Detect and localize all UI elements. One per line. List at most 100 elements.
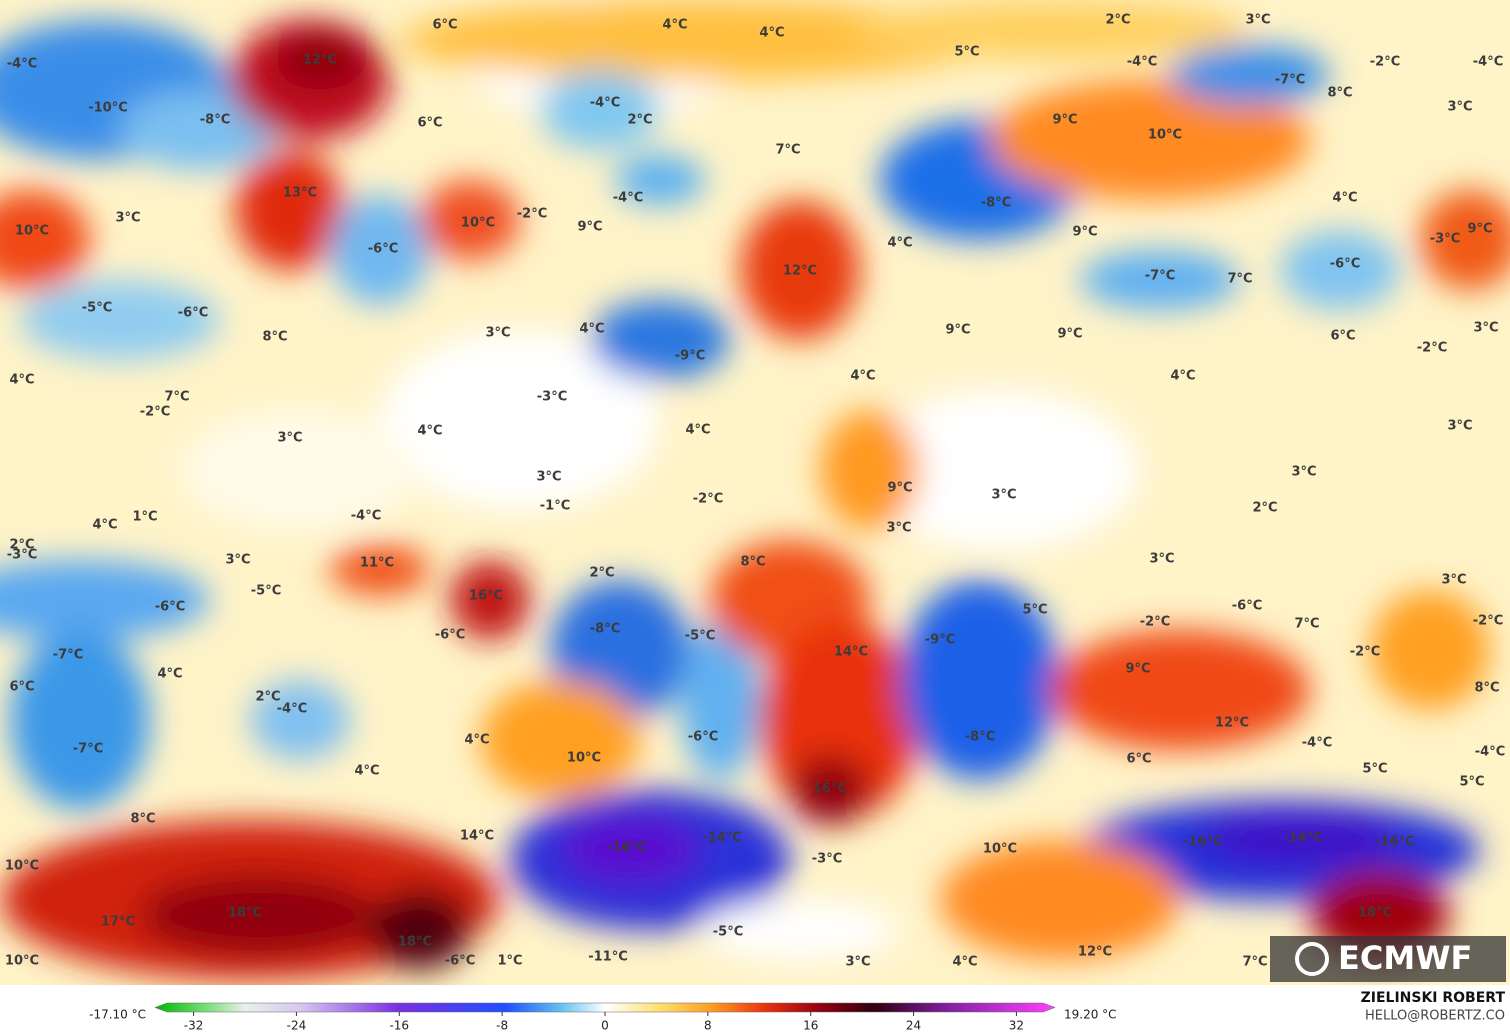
temperature-label: 4°C xyxy=(157,667,182,682)
temperature-label: 8°C xyxy=(740,555,765,570)
temperature-label: -16°C xyxy=(1183,835,1223,850)
temperature-label: 10°C xyxy=(567,751,601,766)
temperature-label: -5°C xyxy=(251,584,281,599)
temperature-label: -2°C xyxy=(1370,55,1400,70)
temperature-label: 2°C xyxy=(255,690,280,705)
colorbar-tick-label: -16 xyxy=(389,1019,409,1033)
temperature-label: 4°C xyxy=(9,373,34,388)
temperature-label: 4°C xyxy=(417,424,442,439)
colorbar-tick-label: -8 xyxy=(496,1019,508,1033)
temperature-label: 5°C xyxy=(954,45,979,60)
temperature-label: 9°C xyxy=(1052,113,1077,128)
temperature-label: -3°C xyxy=(537,390,567,405)
temperature-label: 5°C xyxy=(1022,603,1047,618)
temperature-label: -14°C xyxy=(702,831,742,846)
temperature-label: 6°C xyxy=(1330,329,1355,344)
temperature-label: 7°C xyxy=(775,143,800,158)
temperature-label: 7°C xyxy=(1227,272,1252,287)
temperature-label: -2°C xyxy=(1473,614,1503,629)
colorbar-tick-label: 16 xyxy=(803,1019,818,1033)
temperature-label: -2°C xyxy=(1350,645,1380,660)
temperature-field xyxy=(0,0,1510,985)
colorbar-tick-label: -32 xyxy=(184,1019,204,1033)
temperature-label: -5°C xyxy=(82,301,112,316)
colorbar-tick-label: 32 xyxy=(1009,1019,1024,1033)
temperature-label: 9°C xyxy=(887,481,912,496)
temperature-label: 12°C xyxy=(1078,945,1112,960)
temperature-label: 4°C xyxy=(464,733,489,748)
temperature-label: 7°C xyxy=(1242,955,1267,970)
temperature-label: -2°C xyxy=(140,405,170,420)
temperature-label: 3°C xyxy=(225,553,250,568)
temperature-label: -4°C xyxy=(1473,55,1503,70)
temperature-label: 4°C xyxy=(579,322,604,337)
temperature-label: 12°C xyxy=(303,53,337,68)
temperature-label: -4°C xyxy=(613,191,643,206)
temperature-label: 4°C xyxy=(354,764,379,779)
temperature-label: 10°C xyxy=(1148,128,1182,143)
temperature-label: 6°C xyxy=(432,18,457,33)
temperature-label: -1°C xyxy=(540,499,570,514)
temperature-label: 12°C xyxy=(1215,716,1249,731)
temperature-label: 4°C xyxy=(92,518,117,533)
temperature-label: 2°C xyxy=(627,113,652,128)
temperature-label: -2°C xyxy=(693,492,723,507)
temperature-label: -6°C xyxy=(155,600,185,615)
temperature-label: 9°C xyxy=(1072,225,1097,240)
temperature-labels: 6°C 4°C 4°C 2°C 3°C -4°C 12°C 5°C -4°C -2°C -4°C -1… xyxy=(5,13,1505,970)
temperature-label: 9°C xyxy=(1057,327,1082,342)
temperature-label: -3°C xyxy=(812,852,842,867)
temperature-label: -3°C xyxy=(1430,232,1460,247)
temperature-label: -4°C xyxy=(1475,745,1505,760)
temperature-label: -7°C xyxy=(1145,269,1175,284)
temperature-label: 5°C xyxy=(1459,775,1484,790)
temperature-label: 6°C xyxy=(1126,752,1151,767)
temperature-label: -4°C xyxy=(1127,55,1157,70)
temperature-label: -6°C xyxy=(445,954,475,969)
temperature-label: 10°C xyxy=(5,859,39,874)
temperature-label: 4°C xyxy=(1332,191,1357,206)
temperature-label: 4°C xyxy=(685,423,710,438)
temperature-label: 3°C xyxy=(1149,552,1174,567)
temperature-label: 8°C xyxy=(1474,681,1499,696)
temperature-label: 8°C xyxy=(130,812,155,827)
temperature-label: 5°C xyxy=(1362,762,1387,777)
temperature-label: -6°C xyxy=(178,306,208,321)
temperature-label: 12°C xyxy=(783,264,817,279)
min-label: -17.10 °C xyxy=(89,1008,146,1022)
temperature-label: 18°C xyxy=(1358,906,1392,921)
temperature-label: -10°C xyxy=(88,101,128,116)
temperature-label: 4°C xyxy=(1170,369,1195,384)
temperature-label: 3°C xyxy=(277,431,302,446)
temperature-label: 16°C xyxy=(469,589,503,604)
temperature-label: 4°C xyxy=(850,369,875,384)
temperature-label: 4°C xyxy=(662,18,687,33)
max-label: 19.20 °C xyxy=(1064,1008,1117,1022)
temperature-label: -4°C xyxy=(351,509,381,524)
temperature-label: -7°C xyxy=(1275,73,1305,88)
temperature-label: 18°C xyxy=(228,906,262,921)
temperature-label: -14°C xyxy=(1283,831,1323,846)
temperature-label: 3°C xyxy=(1447,419,1472,434)
temperature-label: 3°C xyxy=(115,211,140,226)
temperature-label: 9°C xyxy=(1467,222,1492,237)
contact: HELLO@ROBERTZ.CO xyxy=(1365,1009,1505,1024)
temperature-label: -6°C xyxy=(1232,599,1262,614)
temperature-label: 3°C xyxy=(536,470,561,485)
temperature-label: 6°C xyxy=(417,116,442,131)
temperature-label: 2°C xyxy=(1105,13,1130,28)
temperature-label: 4°C xyxy=(952,955,977,970)
temperature-label: -4°C xyxy=(590,96,620,111)
colorbar-tick-label: 8 xyxy=(704,1019,712,1033)
temperature-label: -4°C xyxy=(277,702,307,717)
temperature-label: -5°C xyxy=(685,629,715,644)
temperature-label: 14°C xyxy=(834,645,868,660)
temperature-label: -3°C xyxy=(7,548,37,563)
temperature-label: 10°C xyxy=(15,224,49,239)
temperature-label: 2°C xyxy=(589,566,614,581)
temperature-label: 10°C xyxy=(461,216,495,231)
temperature-label: 17°C xyxy=(101,915,135,930)
logo-box: ECMWF xyxy=(1270,936,1506,982)
temperature-label: -6°C xyxy=(1330,257,1360,272)
